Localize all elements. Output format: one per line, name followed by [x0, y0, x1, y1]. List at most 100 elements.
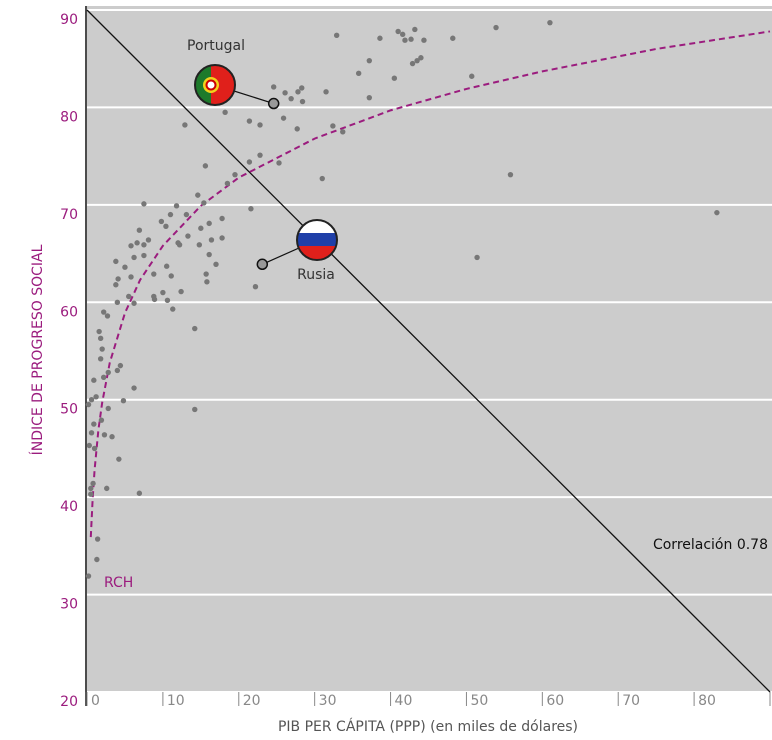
x-tick-label: 60: [546, 693, 564, 709]
point: [141, 201, 147, 207]
point: [246, 159, 253, 165]
point: [104, 313, 111, 319]
point: [366, 57, 373, 64]
y-tick-label: 60: [60, 304, 78, 320]
point: [219, 235, 225, 241]
point: [114, 367, 121, 374]
point: [164, 297, 171, 304]
point: [120, 397, 127, 404]
point: [469, 73, 475, 79]
point: [91, 377, 97, 383]
point: [131, 385, 137, 391]
plot-background: [85, 6, 772, 692]
point: [109, 434, 115, 440]
point: [163, 223, 169, 229]
point: [319, 175, 325, 182]
point: [91, 421, 97, 427]
point: [414, 57, 420, 64]
point: [206, 220, 212, 227]
point: [299, 98, 306, 105]
point: [248, 206, 254, 212]
point: [493, 24, 499, 31]
point: [714, 209, 720, 216]
y-tick-label: 30: [60, 597, 78, 613]
point: [330, 123, 336, 129]
point: [219, 215, 225, 222]
point: [96, 328, 102, 335]
point: [192, 325, 198, 332]
highlight-point: [256, 258, 269, 271]
point: [213, 261, 219, 267]
point: [128, 274, 134, 280]
point: [136, 490, 143, 496]
highlight-point: [267, 97, 280, 110]
correlation-label: Correlación 0.78: [653, 537, 768, 553]
point: [399, 31, 406, 38]
point: [88, 485, 94, 492]
point: [366, 94, 373, 101]
point: [134, 240, 140, 246]
point: [91, 445, 98, 452]
point: [507, 171, 514, 178]
point: [88, 397, 95, 403]
point: [224, 180, 231, 187]
point: [94, 536, 101, 542]
point: [409, 60, 416, 67]
point: [178, 288, 184, 295]
point: [151, 296, 158, 303]
point: [280, 115, 287, 121]
trendline: [89, 30, 771, 538]
point: [116, 456, 122, 462]
highlight-label: Portugal: [187, 38, 245, 54]
point: [131, 254, 137, 261]
y-tick-label: 80: [60, 109, 78, 125]
point: [547, 19, 553, 26]
point: [145, 237, 152, 243]
point: [183, 211, 190, 218]
point: [88, 491, 94, 497]
plot-area: 20304050607080900102030405060708090Corre…: [60, 6, 772, 710]
point: [257, 122, 263, 128]
point: [450, 35, 456, 41]
point: [198, 225, 204, 231]
point: [117, 362, 124, 369]
point: [412, 26, 418, 33]
point: [257, 152, 263, 158]
point: [208, 237, 215, 243]
point: [333, 32, 340, 39]
point: [377, 35, 383, 41]
point: [402, 37, 408, 43]
point: [141, 242, 147, 248]
point: [246, 118, 253, 124]
point: [282, 90, 288, 96]
point: [101, 432, 108, 438]
point: [88, 430, 95, 436]
point: [418, 55, 424, 61]
point: [232, 171, 238, 178]
x-tick-label: 80: [698, 693, 716, 709]
x-tick-label: 70: [622, 693, 640, 709]
point: [170, 306, 176, 312]
point: [203, 271, 209, 277]
y-tick-label: 90: [60, 12, 78, 28]
point: [204, 279, 210, 285]
point: [167, 211, 174, 218]
point: [163, 263, 170, 269]
point: [93, 394, 99, 400]
point: [299, 85, 305, 91]
point: [131, 300, 137, 306]
point: [86, 442, 92, 449]
point: [323, 89, 329, 95]
point: [85, 401, 92, 408]
point: [151, 271, 157, 277]
point: [222, 109, 228, 116]
point: [114, 299, 121, 305]
point: [173, 203, 180, 209]
point: [276, 160, 282, 166]
point: [99, 346, 105, 352]
point: [100, 309, 107, 315]
x-tick-label: 10: [167, 693, 185, 709]
point: [252, 283, 259, 290]
point: [115, 276, 121, 282]
